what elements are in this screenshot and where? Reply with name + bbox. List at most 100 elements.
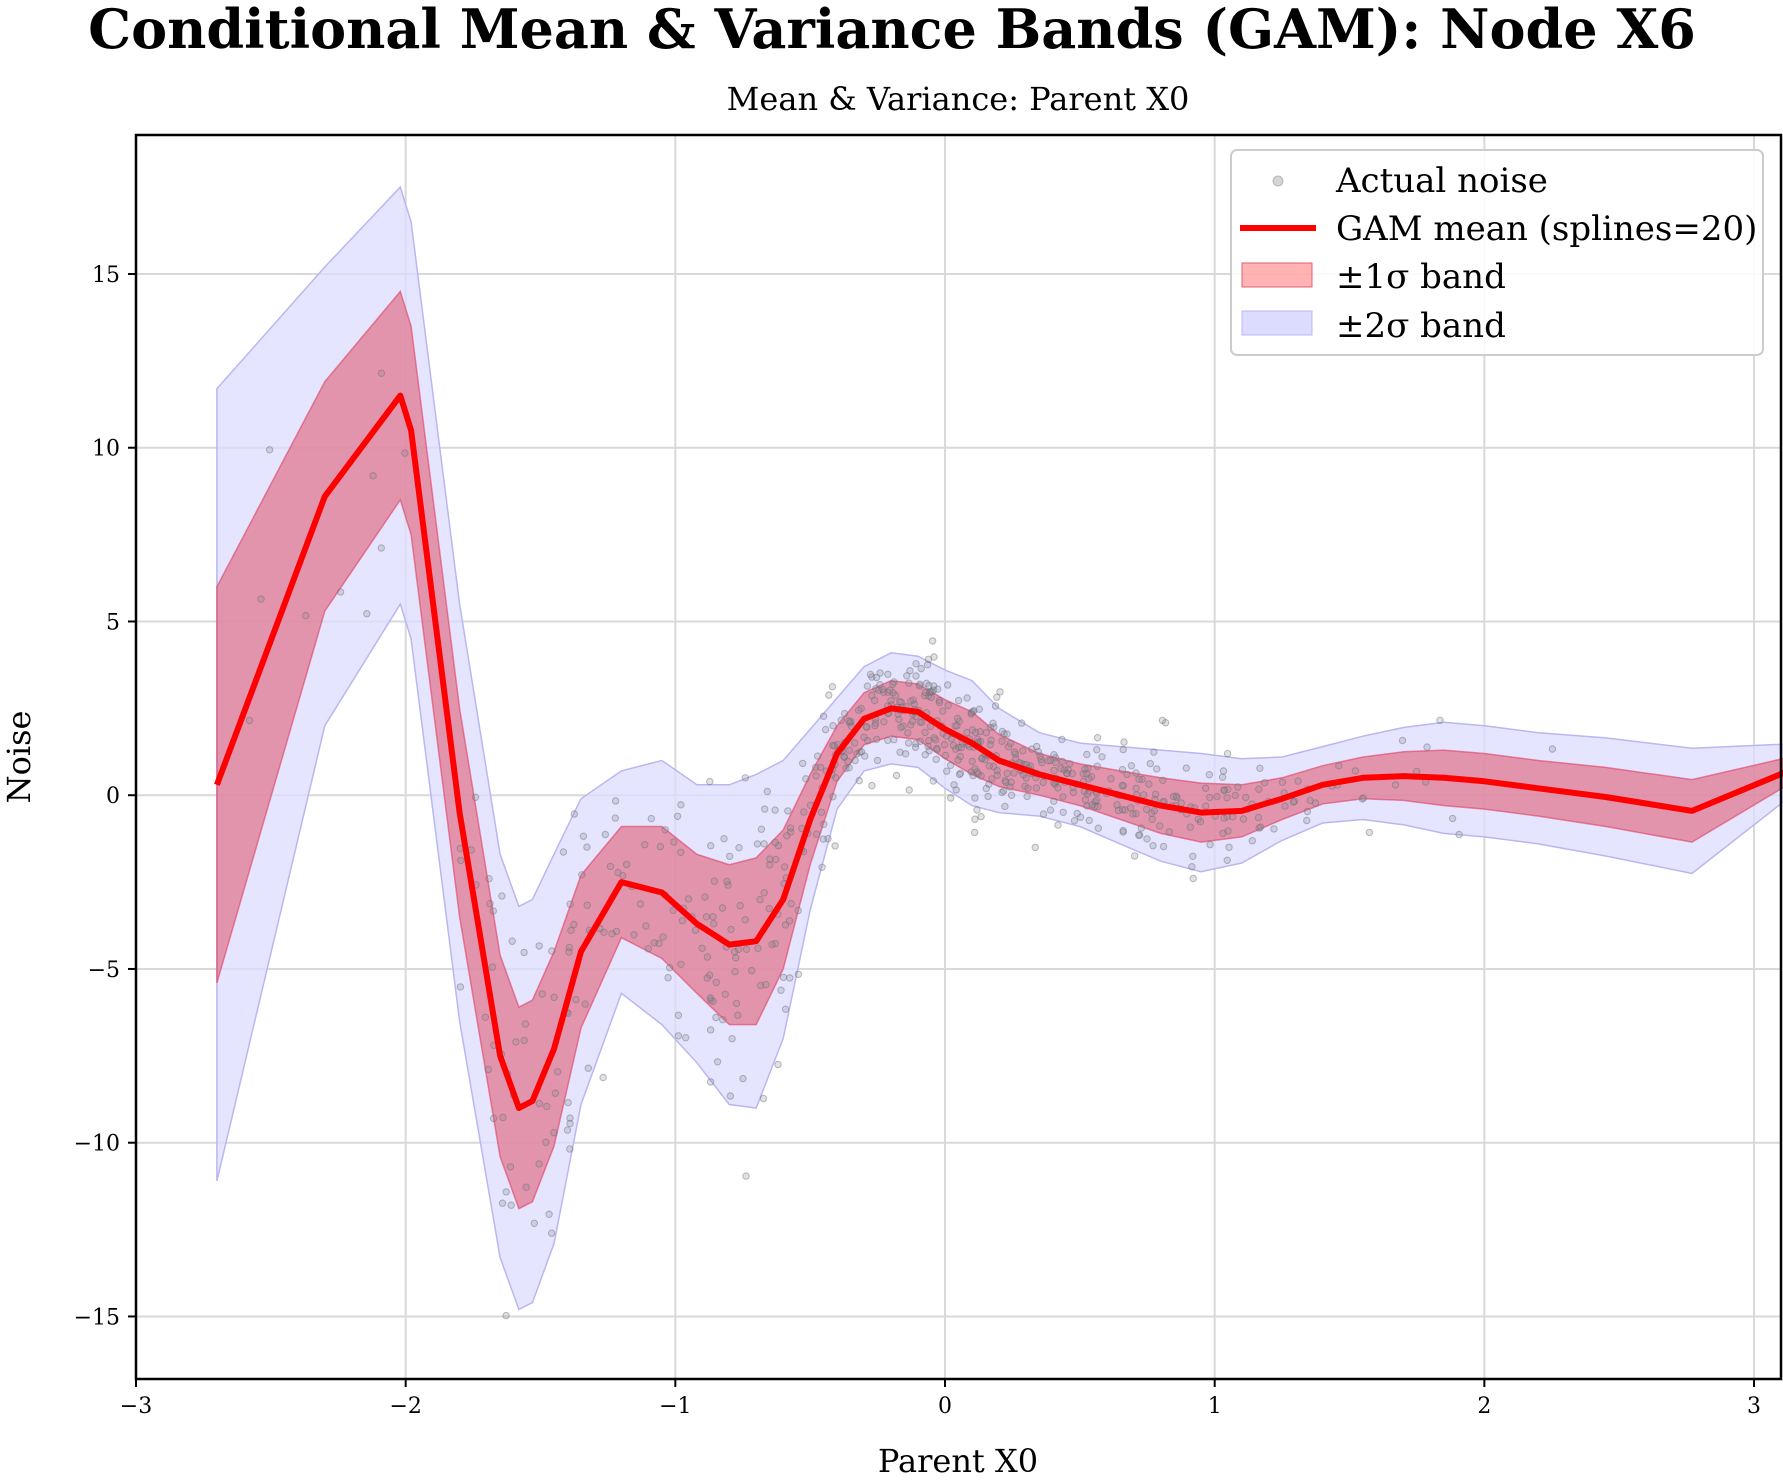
legend-box [1230,149,1764,356]
scatter-point [559,848,568,856]
scatter-point [1153,765,1161,773]
scatter-point [1358,795,1367,803]
scatter-point [1064,766,1073,774]
scatter-point [916,680,924,688]
scatter-point [1057,764,1065,773]
scatter-point [1032,784,1041,792]
scatter-point [742,945,751,953]
scatter-point [873,756,882,765]
scatter-point [941,751,950,760]
mean-line-path [214,392,1783,1111]
scatter-point [1130,852,1139,860]
scatter-point [572,995,580,1004]
scatter-point [956,769,965,777]
scatter-point [863,682,872,690]
scatter-point [757,981,765,990]
scatter-point [970,828,979,837]
scatter-point [976,737,985,746]
scatter-point [1113,801,1121,809]
scatter-point [583,843,591,851]
scatter-point [947,761,955,769]
scatter-point [863,723,871,731]
scatter-point [876,681,884,689]
scatter-point [719,1016,727,1024]
scatter-point [1052,758,1060,767]
scatter-point [723,877,731,886]
scatter-point [1311,799,1320,807]
scatter-point [538,990,546,998]
scatter-point [929,686,938,694]
scatter-point [520,1036,528,1045]
scatter-point [499,1113,507,1122]
y-tick-label: −10 [74,1132,120,1157]
scatter-point [926,688,935,696]
scatter-point [921,728,929,737]
scatter-point [951,722,959,730]
scatter-point [656,842,664,851]
scatter-point [1023,792,1031,801]
scatter-point [748,966,756,975]
scatter-point [698,944,706,952]
scatter-point [1058,757,1067,766]
scatter-point [963,694,971,702]
scatter-point [921,688,930,697]
scatter-point [753,840,762,848]
scatter-point [1255,824,1263,832]
scatter-point [606,862,615,871]
scatter-point [1034,748,1043,756]
scatter-point [547,1229,556,1237]
scatter-point [369,472,377,480]
scatter-point [829,741,837,750]
scatter-point [819,712,828,720]
scatter-point [1156,822,1164,830]
scatter-point [1038,758,1046,767]
scatter-point [969,771,977,780]
scatter-point [1068,769,1077,778]
legend-label-band2: ±2σ band [1336,306,1506,346]
scatter-point [953,714,962,723]
scatter-point [977,772,985,780]
scatter-point [1150,748,1158,756]
scatter-point [471,793,480,801]
scatter-point [907,697,915,705]
y-tick-label: 15 [92,263,120,288]
scatter-point [1223,794,1231,802]
scatter-point [566,1119,574,1128]
legend-band1-swatch [1241,262,1313,288]
scatter-point [622,860,631,869]
scatter-point [1073,809,1081,818]
scatter-point [302,611,310,620]
band-1sigma-area [216,289,1783,1210]
scatter-point [890,678,898,686]
scatter-point [910,700,918,708]
scatter-point [570,810,578,818]
scatter-point [508,937,516,945]
scatter-point [830,742,838,750]
scatter-point [736,902,744,910]
scatter-point [855,776,863,785]
scatter-point [1423,743,1431,751]
scatter-point [520,948,528,957]
scatter-point [857,748,866,756]
scatter-point [570,920,578,929]
scatter-point [1002,778,1010,786]
scatter-point [1189,874,1197,883]
scatter-point [707,842,715,850]
scatter-point [1036,752,1044,760]
scatter-point [485,875,493,883]
scatter-point [829,793,837,801]
x-tick-label: 0 [938,1394,952,1419]
scatter-point [977,812,985,821]
scatter-point [1225,843,1233,851]
y-axis-label: Noise [0,711,38,804]
scatter-point [978,755,986,763]
scatter-point [1059,808,1067,816]
scatter-point [706,1026,715,1034]
scatter-point [872,684,880,693]
scatter-point [1119,782,1128,790]
scatter-point [1114,806,1123,815]
scatter-point [1031,843,1040,852]
scatter-point [955,770,964,779]
scatter-point [1224,785,1232,793]
scatter-point [864,736,872,745]
